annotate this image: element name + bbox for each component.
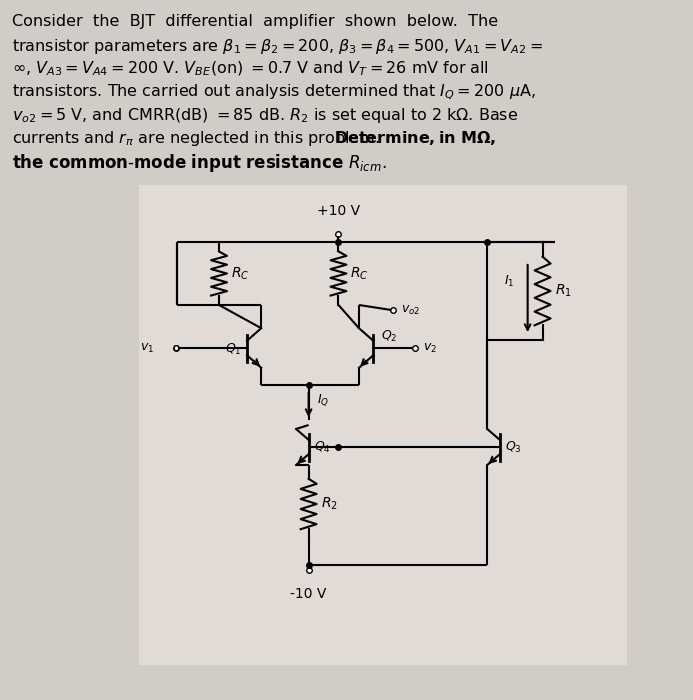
Text: transistors. The carried out analysis determined that $I_Q = 200\ \mu$A,: transistors. The carried out analysis de… [12, 83, 536, 102]
Text: $\infty$, $V_{A3} = V_{A4} = 200$ V. $V_{BE}$(on) $= 0.7$ V and $V_T = 26$ mV fo: $\infty$, $V_{A3} = V_{A4} = 200$ V. $V_… [12, 60, 489, 78]
Text: $I_Q$: $I_Q$ [317, 392, 328, 408]
Text: $I_1$: $I_1$ [505, 274, 515, 288]
Text: $\mathbf{Determine, in\ M\Omega,}$: $\mathbf{Determine, in\ M\Omega,}$ [333, 129, 495, 147]
Text: $v_{o2}$: $v_{o2}$ [401, 304, 421, 316]
Text: $v_2$: $v_2$ [423, 342, 437, 354]
Text: +10 V: +10 V [317, 204, 360, 218]
Text: $\mathbf{the\ common\text{-}mode\ input\ resistance}\ R_{icm}.$: $\mathbf{the\ common\text{-}mode\ input\… [12, 152, 387, 174]
Text: $v_{o2} = 5$ V, and CMRR(dB) $= 85$ dB. $R_2$ is set equal to 2 k$\Omega$. Base: $v_{o2} = 5$ V, and CMRR(dB) $= 85$ dB. … [12, 106, 518, 125]
FancyBboxPatch shape [139, 185, 627, 665]
Text: -10 V: -10 V [290, 587, 327, 601]
Text: $Q_1$: $Q_1$ [225, 342, 242, 357]
Text: $R_1$: $R_1$ [554, 283, 572, 299]
Text: $R_2$: $R_2$ [321, 496, 337, 512]
Text: Consider  the  BJT  differential  amplifier  shown  below.  The: Consider the BJT differential amplifier … [12, 14, 498, 29]
Text: transistor parameters are $\beta_1 = \beta_2 = 200$, $\beta_3 = \beta_4 = 500$, : transistor parameters are $\beta_1 = \be… [12, 37, 543, 56]
Text: $R_C$: $R_C$ [231, 265, 249, 281]
Text: $v_1$: $v_1$ [140, 342, 155, 354]
Text: $Q_4$: $Q_4$ [314, 440, 331, 454]
Text: $Q_2$: $Q_2$ [381, 328, 398, 344]
Text: $R_C$: $R_C$ [351, 265, 369, 281]
Text: currents and $r_\pi$ are neglected in this problem.: currents and $r_\pi$ are neglected in th… [12, 129, 381, 148]
Text: o: o [173, 343, 179, 353]
Text: $Q_3$: $Q_3$ [505, 440, 521, 454]
